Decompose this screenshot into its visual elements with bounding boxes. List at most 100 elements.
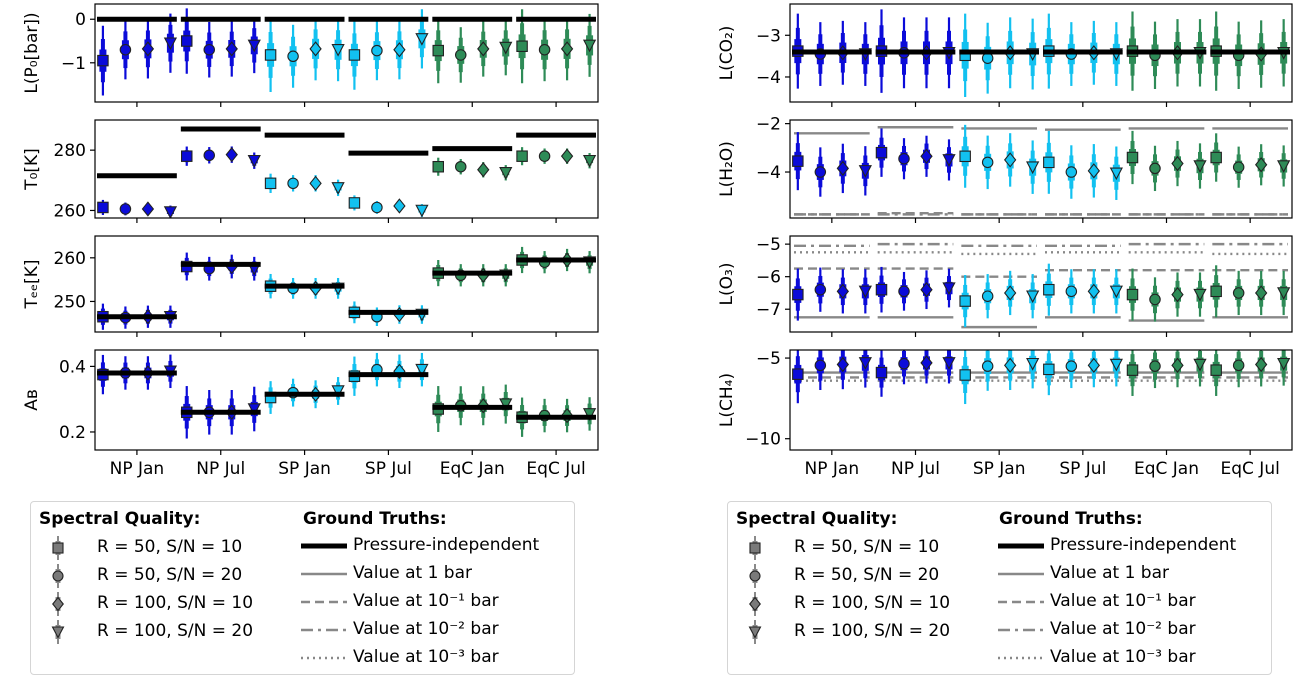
data-marker-circle [203, 149, 216, 162]
data-marker-triangle-down [247, 39, 261, 53]
data-marker-circle [1065, 285, 1078, 298]
legend-line-dotted-icon [301, 656, 347, 660]
legend-truths-title: Ground Truths: [999, 509, 1143, 529]
data-marker-diamond [477, 41, 490, 57]
x-tick-label: SP Jul [365, 459, 412, 479]
y-tick-label: 250 [54, 292, 86, 312]
data-marker-circle [1232, 359, 1245, 372]
legend-marker-triangle-down-icon [51, 620, 65, 644]
data-marker-circle [454, 49, 467, 61]
data-marker-diamond [309, 41, 322, 57]
right-legend: Spectral Quality: Ground Truths: R = 50,… [727, 501, 1272, 675]
legend-line-dashdot-icon [301, 628, 347, 632]
legend-marker-square-icon [52, 536, 64, 560]
data-marker-triangle-down [1193, 288, 1207, 302]
data-marker-triangle-down [1277, 160, 1291, 173]
legend-truth-label: Value at 1 bar [353, 563, 472, 583]
data-marker-diamond [560, 41, 574, 57]
legend-quality-title: Spectral Quality: [736, 509, 898, 529]
data-marker-circle [898, 152, 910, 165]
data-marker-circle [1065, 360, 1078, 372]
x-tick-label: EqC Jul [526, 459, 585, 479]
data-marker-triangle-down [331, 43, 345, 57]
x-tick-label: SP Jan [278, 459, 331, 479]
legend-quality-item: R = 100, S/N = 10 [742, 591, 992, 617]
data-marker-square [264, 177, 277, 190]
data-marker-triangle-down [247, 403, 261, 416]
legend-line-solid-icon [998, 572, 1044, 576]
data-marker-triangle-down [942, 282, 956, 295]
data-marker-triangle-down [331, 182, 345, 195]
legend-quality-item: R = 50, S/N = 10 [742, 535, 992, 561]
data-marker-diamond [920, 282, 933, 298]
legend-quality-item: R = 50, S/N = 20 [45, 563, 295, 589]
data-marker-diamond [309, 175, 322, 191]
data-marker-triangle-down [415, 363, 429, 377]
data-marker-circle [203, 43, 216, 56]
legend-truths-title: Ground Truths: [303, 509, 447, 529]
legend-line-solid-icon [301, 572, 347, 576]
legend-truth-label: Value at 10⁻¹ bar [1050, 591, 1196, 611]
plot-area [792, 350, 1291, 405]
data-marker-diamond [1003, 357, 1017, 373]
data-marker-diamond [1254, 157, 1268, 173]
legend-truth-item: Pressure-independent [998, 533, 1268, 559]
data-marker-circle [1065, 166, 1078, 178]
y-axis-label: Tₑₑ[K] [22, 260, 42, 310]
data-marker-diamond [836, 160, 850, 177]
y-tick-label: −6 [756, 268, 781, 288]
x-tick-label: EqC Jan [1134, 459, 1199, 479]
data-marker-diamond [836, 356, 850, 373]
axes-frame [94, 3, 599, 103]
plot-area [792, 9, 1291, 97]
data-marker-square [792, 368, 804, 380]
data-marker-triangle-down [1193, 160, 1207, 173]
legend-quality-label: R = 50, S/N = 20 [97, 565, 243, 585]
x-tick-label: EqC Jan [440, 459, 505, 479]
legend-line-dotted-icon [998, 656, 1044, 660]
data-marker-triangle-down [942, 154, 956, 167]
legend-marker-circle-icon [749, 564, 761, 588]
data-marker-square [432, 44, 444, 57]
data-marker-diamond [920, 148, 933, 164]
data-marker-circle [371, 44, 383, 57]
plot-area [97, 8, 597, 96]
legend-quality-item: R = 100, S/N = 20 [742, 619, 992, 645]
legend-quality-label: R = 100, S/N = 10 [97, 593, 254, 613]
data-marker-square [1043, 363, 1055, 376]
data-marker-diamond [1003, 152, 1017, 168]
y-tick-label: −5 [756, 349, 781, 369]
legend-line-thick-icon [998, 543, 1044, 549]
chart-panel: 260 280 T₀[K] [22, 119, 599, 223]
chart-panel: −5 −6 −7 L(O₃) [717, 235, 1293, 337]
legend-truth-item: Value at 10⁻³ bar [301, 645, 571, 671]
data-marker-square [1126, 288, 1139, 301]
legend-marker-square-icon [749, 536, 761, 560]
data-marker-square [875, 283, 888, 296]
y-tick-label: −4 [756, 163, 781, 183]
plot-area [97, 352, 597, 439]
data-marker-triangle-down [163, 37, 178, 51]
y-tick-label: −7 [756, 300, 781, 320]
plot-area [97, 246, 597, 330]
data-marker-triangle-down [499, 167, 513, 180]
chart-panel: −2 −4 L(H₂O) [717, 115, 1293, 223]
legend-truth-item: Value at 1 bar [998, 561, 1268, 587]
data-marker-circle [119, 203, 132, 215]
y-axis-label: T₀[K] [22, 148, 42, 191]
axes-frame [789, 3, 1293, 103]
data-marker-circle [1149, 162, 1161, 175]
data-marker-triangle-down [1109, 167, 1123, 181]
legend-truth-label: Value at 10⁻³ bar [353, 647, 499, 667]
legend-quality-item: R = 100, S/N = 10 [45, 591, 295, 617]
legend-truth-label: Value at 10⁻³ bar [1050, 647, 1196, 667]
data-marker-square [97, 201, 109, 214]
data-marker-square [181, 150, 193, 162]
data-marker-square [1043, 156, 1055, 169]
legend-truth-label: Pressure-independent [1050, 535, 1237, 555]
x-tick-label: NP Jan [805, 459, 860, 479]
data-marker-circle [287, 177, 299, 190]
data-marker-square [959, 369, 971, 381]
data-marker-diamond [225, 41, 238, 57]
data-marker-triangle-down [163, 206, 178, 218]
